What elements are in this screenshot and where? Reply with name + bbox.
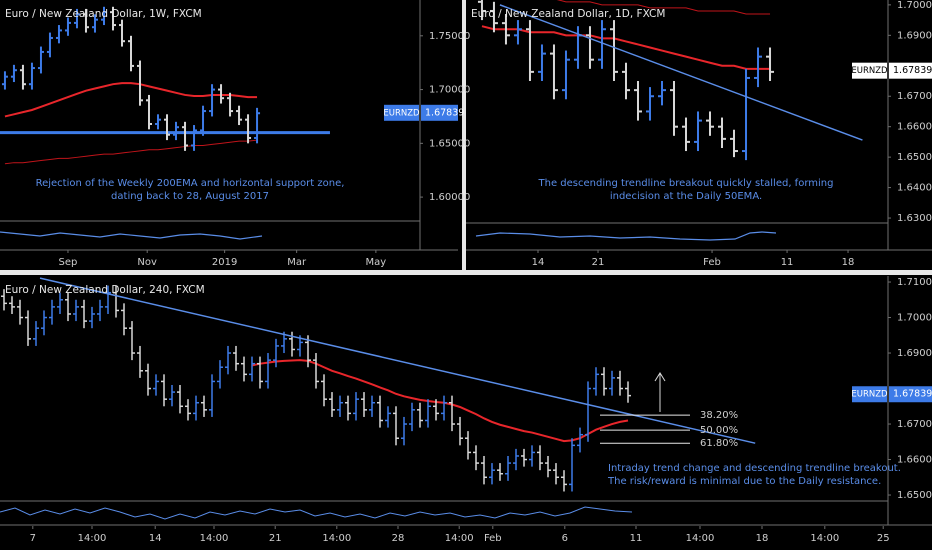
symbol-name: EURNZD xyxy=(383,108,420,118)
x-tick-label: Nov xyxy=(137,257,157,268)
y-tick-label: 1.67000 xyxy=(897,419,932,430)
y-tick-label: 1.64000 xyxy=(897,183,932,194)
annotation: dating back to 28, August 2017 xyxy=(111,191,269,202)
y-tick-label: 1.70000 xyxy=(429,85,470,96)
oscillator xyxy=(475,231,777,241)
x-tick-label: 14:00 xyxy=(445,533,474,544)
y-tick-label: 1.71000 xyxy=(897,277,932,288)
y-tick-label: 1.60000 xyxy=(429,192,470,203)
x-tick-label: 14 xyxy=(532,257,545,268)
y-tick-label: 1.70000 xyxy=(897,0,932,11)
trendline xyxy=(39,277,756,444)
price-box xyxy=(889,386,932,403)
x-tick-label: 28 xyxy=(392,533,405,544)
symbol-name: EURNZD xyxy=(851,390,888,400)
panel-separator xyxy=(462,0,466,272)
symbol-name: EURNZD xyxy=(851,66,888,76)
moving-average xyxy=(251,359,629,443)
chart-title: Euro / New Zealand Dollar, 240, FXCM xyxy=(5,284,205,296)
x-tick-label: 14:00 xyxy=(686,533,715,544)
y-tick-label: 1.75000 xyxy=(429,31,470,42)
x-tick-label: 11 xyxy=(630,533,643,544)
y-tick-label: 1.65000 xyxy=(897,490,932,501)
x-tick-label: 11 xyxy=(781,257,794,268)
x-tick-label: 14:00 xyxy=(322,533,351,544)
price-value: 1.67839 xyxy=(893,65,932,76)
symbol-box xyxy=(384,104,419,121)
symbol-box xyxy=(852,62,887,79)
oscillator xyxy=(0,506,633,520)
moving-average xyxy=(556,0,771,15)
x-tick-label: Mar xyxy=(287,257,307,268)
annotation: The risk/reward is minimal due to the Da… xyxy=(607,476,881,487)
price-value: 1.67839 xyxy=(893,389,932,400)
x-tick-label: 7 xyxy=(30,533,36,544)
x-tick-label: 14:00 xyxy=(810,533,839,544)
y-tick-label: 1.66000 xyxy=(897,455,932,466)
annotation: Intraday trend change and descending tre… xyxy=(608,463,901,474)
x-tick-label: 18 xyxy=(842,257,855,268)
price-value: 1.67839 xyxy=(425,107,464,118)
x-tick-label: Sep xyxy=(59,257,78,268)
moving-average xyxy=(4,82,258,118)
oscillator xyxy=(0,231,263,240)
fib-label: 61.80% xyxy=(700,438,738,449)
x-tick-label: 25 xyxy=(877,533,890,544)
x-tick-label: 14:00 xyxy=(78,533,107,544)
y-tick-label: 1.69000 xyxy=(897,30,932,41)
y-tick-label: 1.70000 xyxy=(897,313,932,324)
chart-title: Euro / New Zealand Dollar, 1D, FXCM xyxy=(471,8,665,20)
panel-separator xyxy=(0,270,932,275)
chart-title: Euro / New Zealand Dollar, 1W, FXCM xyxy=(5,8,202,20)
symbol-box xyxy=(852,386,887,403)
x-tick-label: 6 xyxy=(562,533,568,544)
fib-label: 50.00% xyxy=(700,425,738,436)
annotation: The descending trendline breakout quickl… xyxy=(538,178,834,189)
x-tick-label: 2019 xyxy=(212,257,237,268)
x-tick-label: May xyxy=(366,257,387,268)
pane-borders xyxy=(0,0,932,526)
y-tick-label: 1.65000 xyxy=(897,152,932,163)
plot-area xyxy=(477,0,863,161)
x-tick-label: Feb xyxy=(703,257,721,268)
x-tick-label: 14 xyxy=(149,533,162,544)
plot-area xyxy=(1,277,756,492)
y-tick-label: 1.65000 xyxy=(429,138,470,149)
plot-area xyxy=(0,6,330,165)
x-tick-label: 21 xyxy=(269,533,282,544)
x-tick-label: Feb xyxy=(484,533,502,544)
annotation: indecision at the Daily 50EMA. xyxy=(610,191,762,202)
x-tick-label: 18 xyxy=(756,533,769,544)
trendline xyxy=(499,4,863,141)
fib-label: 38.20% xyxy=(700,410,738,421)
y-tick-label: 1.67000 xyxy=(897,91,932,102)
x-tick-label: 14:00 xyxy=(200,533,229,544)
y-tick-label: 1.63000 xyxy=(897,213,932,224)
price-box xyxy=(421,104,458,121)
y-tick-label: 1.66000 xyxy=(897,122,932,133)
annotation: Rejection of the Weekly 200EMA and horiz… xyxy=(36,178,345,189)
target-arrow xyxy=(654,372,666,412)
y-tick-label: 1.69000 xyxy=(897,348,932,359)
moving-average xyxy=(4,139,258,165)
price-box xyxy=(889,62,932,79)
x-tick-label: 21 xyxy=(592,257,605,268)
